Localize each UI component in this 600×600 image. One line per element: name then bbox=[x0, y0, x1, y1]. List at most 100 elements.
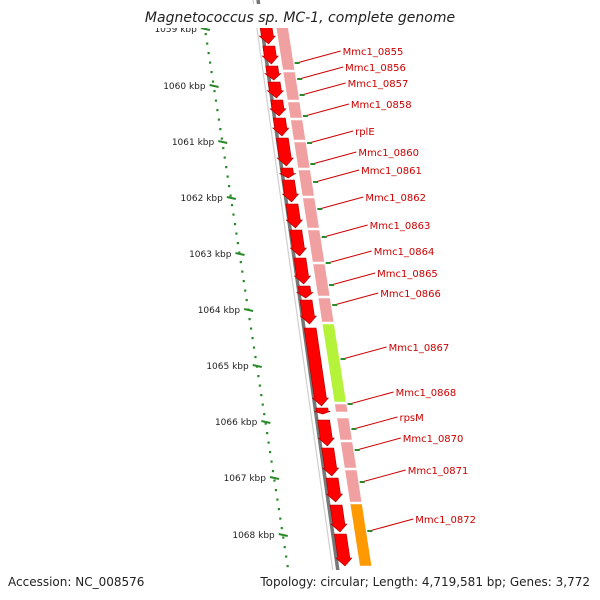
scale-dot bbox=[233, 223, 237, 226]
kbp-major-tick bbox=[278, 533, 288, 537]
cds-arrow[interactable] bbox=[329, 504, 348, 533]
feature-band[interactable] bbox=[307, 229, 325, 263]
scale-dot bbox=[260, 394, 263, 397]
scale-dot bbox=[241, 270, 244, 273]
feature-band[interactable] bbox=[349, 503, 373, 567]
scale-dot bbox=[266, 432, 269, 435]
kbp-tick-label: 1067 kbp bbox=[224, 474, 267, 484]
scale-dot bbox=[225, 166, 228, 169]
scale-dot bbox=[235, 232, 238, 235]
kbp-tick-label: 1064 kbp bbox=[198, 306, 241, 316]
gene-track-layer bbox=[258, 19, 373, 567]
gene-label[interactable]: Mmc1_0856 bbox=[345, 63, 406, 74]
scale-dot bbox=[217, 118, 220, 121]
cds-arrow[interactable] bbox=[272, 117, 290, 137]
cds-arrow[interactable] bbox=[285, 203, 303, 229]
cds-arrow[interactable] bbox=[317, 419, 335, 447]
gene-label[interactable]: Mmc1_0860 bbox=[358, 148, 419, 159]
cds-arrow[interactable] bbox=[303, 327, 330, 407]
cds-arrow[interactable] bbox=[261, 45, 279, 65]
backbone-shadow bbox=[252, 0, 338, 600]
gene-label[interactable]: Mmc1_0858 bbox=[351, 100, 412, 111]
cds-arrow[interactable] bbox=[325, 477, 344, 503]
gene-label[interactable]: Mmc1_0865 bbox=[377, 269, 438, 280]
title-background bbox=[140, 4, 460, 28]
cds-arrow[interactable] bbox=[299, 299, 318, 325]
cds-arrow[interactable] bbox=[293, 257, 312, 285]
scale-dot bbox=[268, 451, 272, 454]
gene-label[interactable]: Mmc1_0867 bbox=[389, 343, 450, 354]
gene-leader-line bbox=[319, 196, 364, 210]
feature-band[interactable] bbox=[297, 169, 315, 197]
kbp-major-tick bbox=[261, 420, 271, 424]
gene-label[interactable]: Mmc1_0871 bbox=[408, 466, 469, 477]
map-title: Magnetococcus sp. MC-1, complete genome bbox=[145, 10, 455, 26]
gene-leader-line bbox=[299, 66, 344, 80]
gene-label[interactable]: Mmc1_0861 bbox=[361, 166, 422, 177]
kbp-tick-label: 1060 kbp bbox=[163, 82, 206, 92]
scale-dot bbox=[283, 546, 286, 549]
cds-arrow[interactable] bbox=[321, 447, 340, 477]
feature-band[interactable] bbox=[312, 263, 331, 297]
scale-dot bbox=[219, 128, 222, 131]
kbp-major-tick bbox=[235, 252, 245, 256]
cds-arrow[interactable] bbox=[295, 285, 314, 299]
gene-label[interactable]: Mmc1_0857 bbox=[348, 79, 409, 90]
feature-band[interactable] bbox=[282, 71, 300, 101]
gene-label[interactable]: rplE bbox=[355, 127, 375, 138]
feature-band[interactable] bbox=[293, 141, 311, 169]
feature-band[interactable] bbox=[344, 469, 363, 503]
feature-band[interactable] bbox=[302, 197, 320, 229]
feature-band[interactable] bbox=[321, 323, 347, 403]
cds-arrow[interactable] bbox=[263, 65, 282, 81]
gene-label[interactable]: Mmc1_0855 bbox=[343, 47, 404, 58]
cds-arrow[interactable] bbox=[289, 229, 308, 257]
gene-label[interactable]: Mmc1_0866 bbox=[380, 289, 441, 300]
cds-arrow[interactable] bbox=[281, 179, 300, 203]
kbp-major-tick bbox=[243, 308, 254, 312]
scale-dot bbox=[254, 356, 257, 359]
cds-arrow[interactable] bbox=[275, 137, 294, 167]
scale-dot bbox=[211, 80, 215, 83]
feature-band[interactable] bbox=[317, 297, 335, 323]
gene-leader-line bbox=[369, 518, 414, 532]
scale-dot bbox=[244, 289, 247, 292]
cds-arrow[interactable] bbox=[333, 533, 353, 567]
cds-arrow[interactable] bbox=[279, 167, 297, 179]
scale-dot bbox=[267, 441, 270, 444]
feature-band[interactable] bbox=[334, 403, 349, 413]
feature-band[interactable] bbox=[336, 417, 353, 441]
gene-leader-line bbox=[304, 103, 350, 117]
kbp-major-tick bbox=[218, 140, 228, 144]
scale-dot bbox=[242, 280, 245, 283]
scale-dot bbox=[210, 71, 213, 74]
gene-label[interactable]: rpsM bbox=[399, 413, 423, 424]
feature-band[interactable] bbox=[290, 119, 306, 141]
gene-leader-line bbox=[315, 169, 360, 183]
kbp-tick-label: 1062 kbp bbox=[180, 194, 223, 204]
scale-dot bbox=[245, 299, 248, 302]
scale-dot bbox=[248, 318, 251, 321]
scale-dot bbox=[279, 517, 282, 520]
gene-leader-line bbox=[349, 391, 394, 405]
gene-label[interactable]: Mmc1_0864 bbox=[374, 247, 435, 258]
scale-dot bbox=[252, 346, 256, 349]
feature-band[interactable] bbox=[340, 441, 357, 469]
scale-dot bbox=[277, 508, 280, 511]
gene-leader-line bbox=[296, 50, 341, 64]
cds-arrow[interactable] bbox=[266, 81, 285, 99]
scale-dot bbox=[214, 99, 218, 102]
scale-dot bbox=[263, 413, 266, 416]
gene-label[interactable]: Mmc1_0862 bbox=[365, 193, 426, 204]
cds-arrow[interactable] bbox=[314, 407, 331, 415]
feature-band[interactable] bbox=[287, 101, 303, 119]
cds-arrow[interactable] bbox=[269, 99, 287, 117]
gene-label[interactable]: Mmc1_0872 bbox=[415, 515, 476, 526]
gene-label[interactable]: Mmc1_0863 bbox=[370, 221, 431, 232]
gene-label[interactable]: Mmc1_0868 bbox=[396, 388, 457, 399]
gene-label[interactable]: Mmc1_0870 bbox=[403, 434, 464, 445]
scale-dot bbox=[207, 52, 210, 55]
scale-dot bbox=[271, 470, 275, 473]
scale-dot bbox=[236, 242, 239, 245]
